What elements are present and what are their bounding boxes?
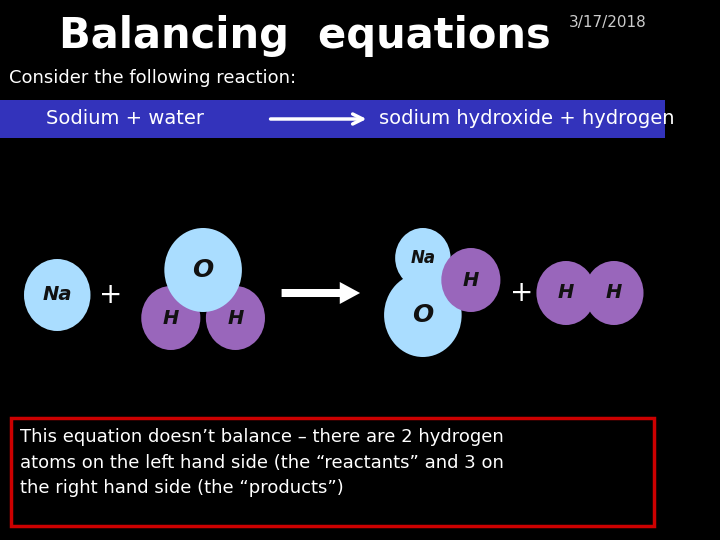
Text: H: H — [558, 284, 574, 302]
Circle shape — [141, 286, 200, 350]
Circle shape — [585, 261, 644, 325]
Text: H: H — [228, 308, 243, 327]
Text: sodium hydroxide + hydrogen: sodium hydroxide + hydrogen — [379, 110, 674, 129]
Text: Consider the following reaction:: Consider the following reaction: — [9, 69, 297, 87]
Text: Balancing  equations: Balancing equations — [59, 15, 551, 57]
Circle shape — [395, 228, 451, 288]
Text: O: O — [192, 258, 214, 282]
Polygon shape — [282, 282, 360, 304]
Text: +: + — [99, 281, 122, 309]
Text: 3/17/2018: 3/17/2018 — [569, 15, 647, 30]
Text: This equation doesn’t balance – there are 2 hydrogen
atoms on the left hand side: This equation doesn’t balance – there ar… — [20, 428, 504, 497]
Bar — [11, 418, 654, 526]
Text: Na: Na — [410, 249, 436, 267]
Circle shape — [206, 286, 265, 350]
Circle shape — [441, 248, 500, 312]
Text: H: H — [463, 271, 479, 289]
Text: Na: Na — [42, 286, 72, 305]
Circle shape — [536, 261, 595, 325]
Text: O: O — [413, 303, 433, 327]
Bar — [0, 100, 665, 138]
Circle shape — [24, 259, 91, 331]
Text: +: + — [510, 279, 534, 307]
Text: Sodium + water: Sodium + water — [46, 110, 204, 129]
Text: H: H — [163, 308, 179, 327]
Circle shape — [164, 228, 242, 312]
Text: H: H — [606, 284, 622, 302]
Circle shape — [384, 273, 462, 357]
